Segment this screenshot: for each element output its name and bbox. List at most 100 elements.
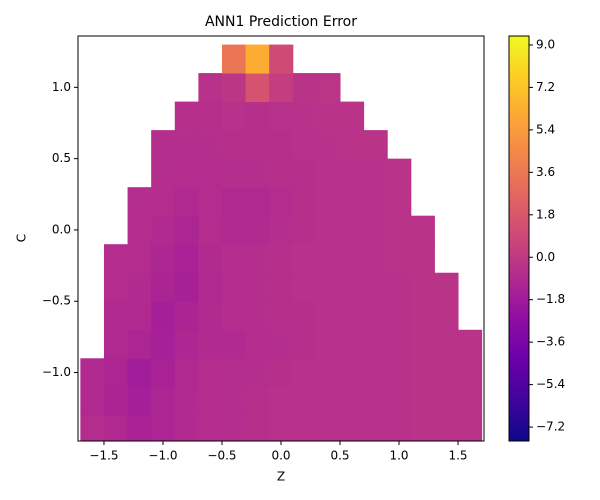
heatmap-cell bbox=[221, 358, 247, 388]
heatmap-cell bbox=[363, 158, 388, 188]
heatmap-cell bbox=[221, 415, 247, 441]
heatmap-cell bbox=[174, 386, 199, 416]
colorbar-tick-label: 9.0 bbox=[536, 37, 555, 51]
heatmap-cell bbox=[174, 215, 199, 245]
heatmap-cell bbox=[221, 244, 247, 274]
heatmap-cell bbox=[198, 73, 223, 103]
heatmap-cell bbox=[292, 415, 317, 441]
y-tick-label: 0.5 bbox=[52, 151, 71, 165]
heatmap-cell bbox=[221, 329, 247, 359]
y-tick-label: 1.0 bbox=[52, 80, 71, 94]
heatmap-cell bbox=[151, 158, 176, 188]
heatmap-cell bbox=[127, 329, 152, 359]
heatmap-cell bbox=[269, 415, 294, 441]
heatmap-cell bbox=[198, 272, 223, 302]
heatmap-cell bbox=[221, 215, 247, 245]
heatmap-cell bbox=[292, 158, 317, 188]
heatmap-cell bbox=[363, 215, 388, 245]
heatmap-cell bbox=[151, 272, 176, 302]
heatmap-cell bbox=[151, 329, 176, 359]
heatmap-cell bbox=[316, 187, 341, 217]
heatmap-cell bbox=[410, 386, 435, 416]
heatmap-cell bbox=[127, 215, 152, 245]
colorbar-tick-label: 3.6 bbox=[536, 165, 555, 179]
heatmap-cell bbox=[245, 215, 270, 245]
heatmap-cell bbox=[127, 187, 152, 217]
heatmap-cell bbox=[410, 415, 435, 441]
heatmap-cell bbox=[269, 44, 294, 74]
heatmap-cell bbox=[221, 187, 247, 217]
x-tick-label: −1.5 bbox=[89, 449, 118, 463]
y-tick-label: 0.0 bbox=[52, 222, 71, 236]
heatmap-cell bbox=[269, 272, 294, 302]
heatmap-cell bbox=[103, 358, 129, 388]
chart-title: ANN1 Prediction Error bbox=[205, 14, 357, 30]
heatmap-cell bbox=[387, 244, 412, 274]
heatmap-cell bbox=[340, 130, 365, 160]
heatmap-cell bbox=[174, 187, 199, 217]
heatmap-cell bbox=[340, 215, 365, 245]
heatmap-cell bbox=[221, 44, 247, 74]
heatmap-cell bbox=[103, 272, 129, 302]
heatmap-cell bbox=[198, 386, 223, 416]
heatmap-cell bbox=[269, 329, 294, 359]
heatmap-cell bbox=[174, 415, 199, 441]
heatmap-cell bbox=[221, 158, 247, 188]
heatmap-cell bbox=[340, 272, 365, 302]
heatmap-cell bbox=[292, 301, 317, 331]
heatmap-cell bbox=[198, 244, 223, 274]
heatmap-cell bbox=[340, 244, 365, 274]
heatmap-cell bbox=[363, 187, 388, 217]
heatmap-cell bbox=[245, 187, 270, 217]
heatmap-cell bbox=[387, 329, 412, 359]
colorbar-tick-label: −5.4 bbox=[536, 377, 565, 391]
heatmap-cell bbox=[410, 244, 435, 274]
heatmap-cell bbox=[174, 158, 199, 188]
heatmap-cell bbox=[292, 187, 317, 217]
heatmap-cell bbox=[434, 415, 459, 441]
heatmap-cell bbox=[434, 329, 459, 359]
heatmap-cell bbox=[151, 386, 176, 416]
heatmap-cell bbox=[151, 358, 176, 388]
x-axis-label: Z bbox=[277, 470, 285, 484]
heatmap-cell bbox=[363, 272, 388, 302]
heatmap-cell bbox=[174, 272, 199, 302]
heatmap-cell bbox=[363, 415, 388, 441]
heatmap-cell bbox=[245, 415, 270, 441]
heatmap-cell bbox=[387, 215, 412, 245]
heatmap-cell bbox=[80, 415, 105, 441]
heatmap-cell bbox=[103, 301, 129, 331]
heatmap-cell bbox=[245, 130, 270, 160]
heatmap-cell bbox=[387, 386, 412, 416]
heatmap-cell bbox=[410, 301, 435, 331]
heatmap-cell bbox=[434, 301, 459, 331]
heatmap-cell bbox=[269, 130, 294, 160]
heatmap-cell bbox=[198, 187, 223, 217]
colorbar-tick-label: 0.0 bbox=[536, 250, 555, 264]
heatmap-cell bbox=[363, 329, 388, 359]
heatmap-cell bbox=[316, 101, 341, 131]
heatmap-cell bbox=[198, 329, 223, 359]
heatmap-cell bbox=[245, 301, 270, 331]
heatmap-cell bbox=[340, 101, 365, 131]
heatmap-cell bbox=[340, 158, 365, 188]
heatmap-cell bbox=[127, 358, 152, 388]
heatmap-cell bbox=[340, 386, 365, 416]
heatmap-cell bbox=[387, 272, 412, 302]
colorbar-tick-label: −3.6 bbox=[536, 335, 565, 349]
heatmap-cell bbox=[434, 358, 459, 388]
heatmap-cell bbox=[269, 73, 294, 103]
heatmap-cell bbox=[151, 130, 176, 160]
heatmap-cell bbox=[292, 215, 317, 245]
heatmap-cell bbox=[269, 386, 294, 416]
heatmap-cell bbox=[316, 386, 341, 416]
heatmap-cell bbox=[198, 358, 223, 388]
x-tick-label: −0.5 bbox=[207, 449, 236, 463]
colorbar-tick-label: 7.2 bbox=[536, 80, 555, 94]
heatmap-cell bbox=[269, 101, 294, 131]
y-axis-label: C bbox=[15, 234, 29, 242]
heatmap-cell bbox=[127, 272, 152, 302]
heatmap-cell bbox=[387, 415, 412, 441]
heatmap-cell bbox=[292, 244, 317, 274]
